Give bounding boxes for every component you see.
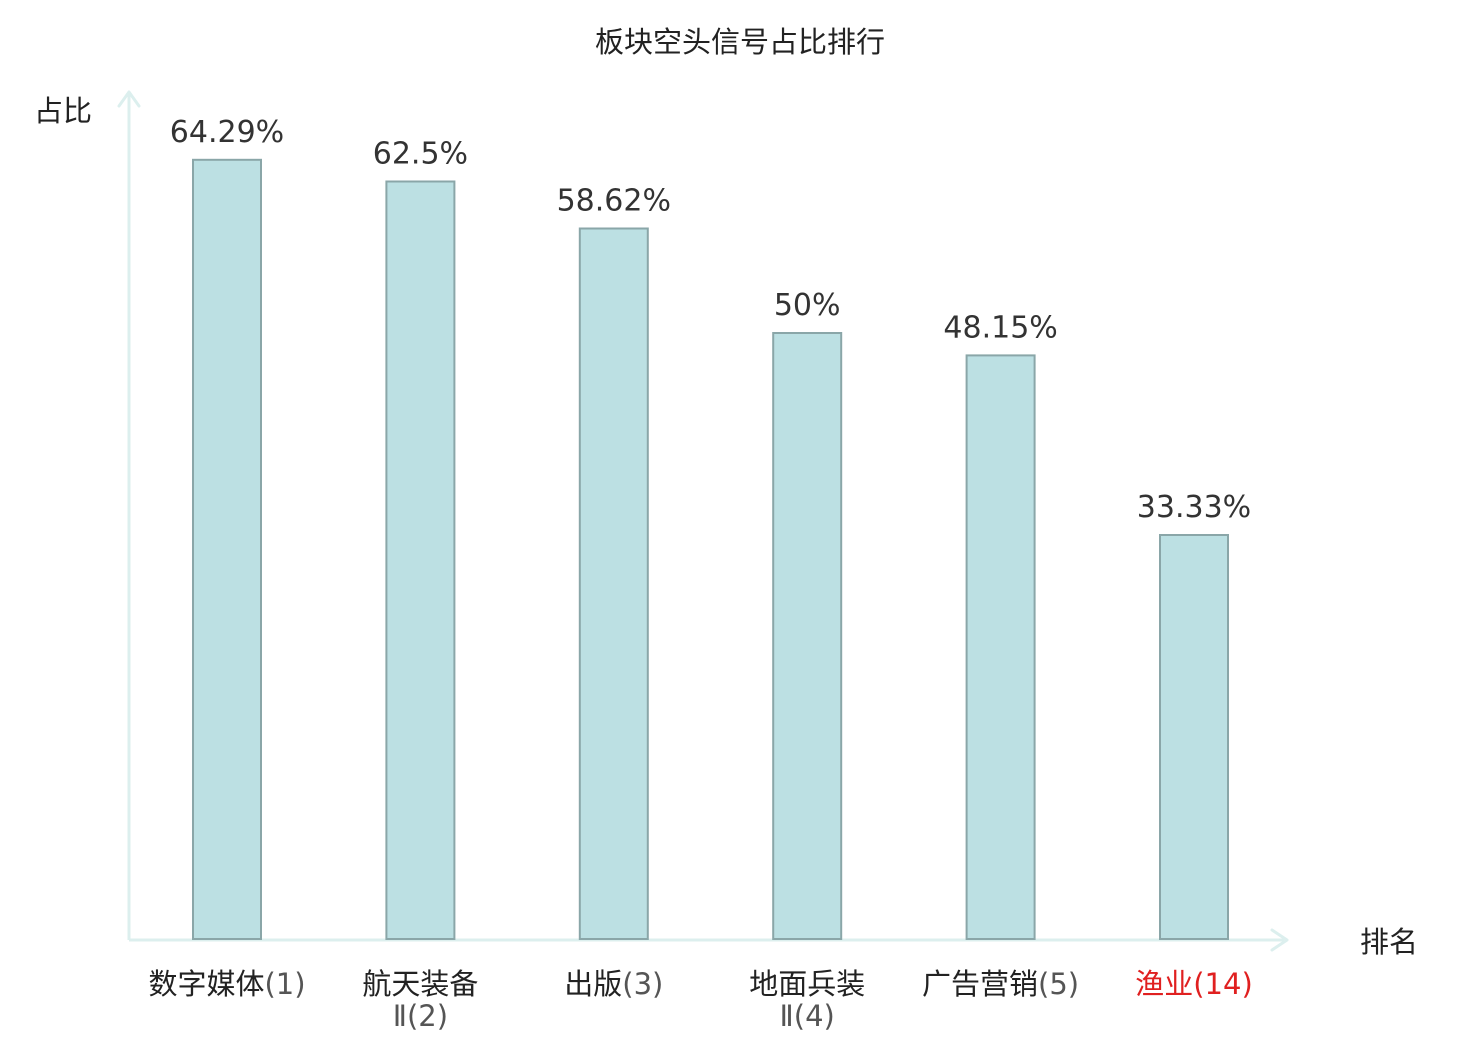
chart-title: 板块空头信号占比排行 (595, 25, 885, 59)
value-label-5: 48.15% (943, 310, 1057, 345)
category-label-5: 广告营销(5) (922, 967, 1079, 1001)
value-label-2: 62.5% (373, 137, 468, 172)
value-label-3: 58.62% (557, 184, 671, 219)
bar-4 (772, 332, 843, 940)
category-labels-group: 数字媒体(1) 航天装备 Ⅱ(2) 出版(3) 地面兵装 Ⅱ(4) 广告营销(5) 渔业(14… (148, 967, 1252, 1033)
category-name: 地面兵装 (749, 967, 865, 1001)
bar-1 (192, 158, 262, 941)
category-rank: (14) (1193, 967, 1253, 1001)
bar-2 (385, 180, 456, 940)
category-rank: (5) (1038, 967, 1079, 1001)
category-name: 数字媒体 (148, 967, 264, 1001)
category-name: 广告营销 (922, 967, 1038, 1001)
x-axis (129, 928, 1289, 952)
y-axis (117, 90, 141, 940)
bar-3 (578, 227, 649, 940)
category-name: 航天装备 (362, 967, 478, 1001)
category-label-2: 航天装备 Ⅱ(2) (362, 967, 478, 1033)
category-name: 渔业 (1135, 967, 1193, 1001)
category-name: 出版 (564, 967, 622, 1001)
x-axis-arrow-icon (1270, 928, 1289, 952)
value-label-4: 50% (774, 288, 841, 323)
x-axis-title: 排名 (1360, 925, 1418, 959)
category-label-6: 渔业(14) (1135, 967, 1253, 1001)
category-rank: (1) (264, 967, 305, 1001)
category-label-4: 地面兵装 Ⅱ(4) (749, 967, 865, 1033)
category-rank: Ⅱ(4) (780, 999, 835, 1033)
bar-6 (1159, 534, 1229, 940)
y-axis-title: 占比 (34, 94, 92, 128)
category-label-3: 出版(3) (564, 967, 663, 1001)
bars-group (192, 158, 1229, 941)
category-label-1: 数字媒体(1) (148, 967, 305, 1001)
value-labels-group: 64.29% 62.5% 58.62% 50% 48.15% 33.33% (170, 115, 1251, 525)
value-label-6: 33.33% (1137, 490, 1251, 525)
category-rank: (3) (622, 967, 663, 1001)
category-rank: Ⅱ(2) (393, 999, 448, 1033)
bar-5 (965, 354, 1036, 940)
y-axis-arrow-icon (117, 90, 141, 108)
value-label-1: 64.29% (170, 115, 284, 150)
